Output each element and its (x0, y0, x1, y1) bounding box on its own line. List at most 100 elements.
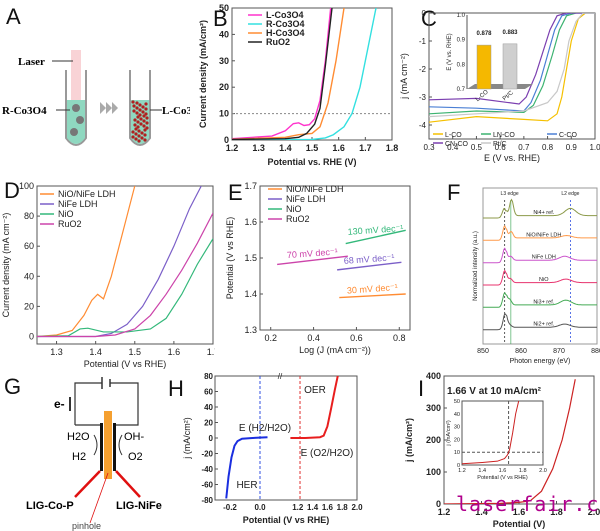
legend-label: C-CO (559, 132, 577, 139)
y-tick-label: 1.4 (244, 289, 257, 299)
panel-letter-e: E (228, 180, 243, 205)
legend-label: NiO (58, 209, 74, 219)
series-line-cn-co (429, 13, 595, 105)
x-tick-label: 1.6 (168, 347, 181, 357)
chart-h: -80 -60 -40 -20 0 20 40 60 80 -0.2 0.0 1.2 1.4 1.6 1.8… (182, 372, 363, 525)
legend-label: Pt/C (493, 141, 507, 148)
legend-label: H-Co3O4 (266, 28, 305, 38)
y-tick-label: -3 (419, 93, 427, 102)
nanoparticle-dot (142, 119, 146, 123)
series-line-l-co (429, 13, 595, 123)
y-tick-label: 100 (426, 467, 441, 477)
annotation: HER (236, 480, 257, 491)
panel-letter-i: I (418, 376, 425, 401)
left-electrode-label: LIG-Co-P (26, 500, 74, 512)
reaction-arrow (93, 434, 98, 456)
nanoparticle-dot (136, 120, 140, 124)
panel-a-schematic: Laser R-Co3O4 L-Co3O4 (2, 50, 190, 146)
laser-label: Laser (18, 56, 45, 68)
arrow-icon (100, 102, 106, 114)
series-line-ruo2 (37, 212, 213, 338)
x-tick-label: 1.2 (226, 143, 239, 153)
inset-y-axis-label: E (V vs. RHE) (447, 33, 453, 70)
nanoparticle-dot (133, 123, 137, 127)
nanoparticle-dot (145, 121, 149, 125)
nanoparticle-dot (135, 101, 139, 105)
legend-label: R-Co3O4 (266, 19, 305, 29)
nanoparticle-dot (143, 128, 147, 132)
plot-frame (36, 185, 214, 345)
y-tick-label: 80 (204, 372, 213, 381)
nanoparticle-dot (135, 111, 139, 115)
annotation: OER (304, 385, 326, 396)
x-axis-label: Potential (V vs RHE) (84, 359, 167, 369)
y-tick-label: 20 (204, 419, 213, 428)
oh-label: OH- (124, 431, 145, 443)
spectrum-line (483, 198, 597, 219)
x-axis-label: E (V vs. RHE) (484, 153, 540, 163)
reaction-arrow (118, 434, 123, 456)
x-tick-label: -0.2 (223, 503, 237, 512)
panel-letter-a: A (6, 4, 21, 29)
y-axis-label: Normalized intensity (a.u.) (473, 231, 479, 301)
x-axis-label: Potential (V vs RHE) (243, 515, 330, 525)
nanoparticle-dot (145, 126, 149, 130)
chart-title: 1.66 V at 10 mA/cm² (447, 386, 542, 397)
nanoparticle-dot (137, 134, 141, 138)
nanoparticle-dot (133, 118, 137, 122)
spectrum-label: NiO/NiFe LDH (526, 232, 561, 238)
pinhole-pointer (89, 472, 109, 524)
series-line-ruo2 (277, 255, 348, 266)
y-axis-label: Potential (V vs RHE) (225, 217, 235, 300)
nanoparticle-dot (131, 135, 135, 139)
arrow-icon (106, 102, 112, 114)
x-axis-label: Log (J (mA cm⁻²)) (299, 345, 371, 355)
x-tick-label: 1.6 (332, 143, 345, 153)
y-tick-label: 60 (204, 388, 213, 397)
y-tick-label: -2 (419, 65, 427, 74)
x-tick-label: 1.7 (207, 347, 215, 357)
x-tick-label: 1.3 (50, 347, 63, 357)
nanoparticle-dot (138, 103, 142, 107)
y-tick-label: 1.3 (244, 325, 257, 335)
x-tick-label: 2.0 (588, 507, 600, 517)
series-line-zoom (462, 401, 520, 465)
series-line-nife-ldh (337, 261, 402, 271)
inset-frame (461, 400, 544, 466)
x-tick-label: 1.4 (307, 503, 319, 512)
x-tick-label: 1.8 (386, 143, 399, 153)
x-axis-label: Potential (V) (493, 519, 546, 529)
series-line-pt-c (429, 13, 595, 118)
y-tick-label: 40 (219, 29, 229, 39)
y-tick-label: 0 (29, 331, 34, 341)
chart-e: 0.2 0.4 0.6 0.8 1.3 1.4 1.5 1.6 1.7 Log (J (mA cm… (225, 181, 411, 355)
series-line-full (444, 379, 576, 504)
inset-y-tick-label: 40 (454, 412, 460, 418)
nanoparticle-dot (131, 100, 135, 104)
legend-label: NiO/NiFe LDH (286, 184, 344, 194)
chart-c: 0.3 0.4 0.5 0.6 0.7 0.8 0.9 1.0 0 -1 -2 -3 -4 E (V vs… (399, 9, 600, 163)
edge-label: L2 edge (561, 191, 579, 197)
y-tick-label: 400 (426, 371, 441, 381)
inset-x-tick-label: 2.0 (539, 468, 547, 474)
series-line-her (225, 436, 268, 499)
x-tick-label: 1.2 (438, 507, 451, 517)
inset-y-tick-label: 0 (457, 463, 460, 469)
h2o-label: H2O (67, 431, 90, 443)
y-tick-label: 30 (219, 56, 229, 66)
plot-frame (482, 187, 598, 345)
slope-annotation: 30 mV dec⁻¹ (347, 282, 398, 296)
y-tick-label: -4 (419, 121, 427, 130)
spectrum-line (483, 225, 597, 241)
particle (70, 128, 78, 136)
slope-annotation: 68 mV dec⁻¹ (343, 252, 394, 266)
tube-left (65, 70, 87, 146)
electrode-right (113, 423, 116, 471)
y-tick-label: 60 (24, 241, 34, 251)
y-tick-label: -1 (419, 37, 427, 46)
y-tick-label: 0 (209, 434, 214, 443)
panel-letter-g: G (4, 374, 22, 399)
inset-y-tick-label: 50 (454, 399, 460, 405)
x-tick-label: 0.3 (423, 143, 435, 152)
